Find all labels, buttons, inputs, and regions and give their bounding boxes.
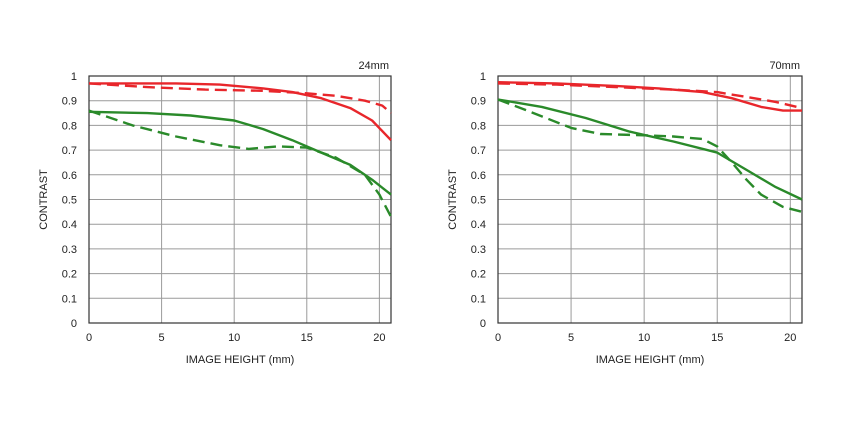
y-axis-title: CONTRAST bbox=[38, 169, 50, 230]
y-tick-label: 0.1 bbox=[62, 293, 77, 305]
y-tick-label: 0.2 bbox=[471, 269, 486, 281]
series-line-4 bbox=[88, 109, 393, 218]
y-tick-label: 0 bbox=[480, 318, 486, 330]
x-tick-label: 20 bbox=[373, 332, 385, 344]
y-tick-label: 0.5 bbox=[471, 195, 486, 207]
y-tick-label: 0.7 bbox=[471, 145, 486, 157]
x-tick-label: 15 bbox=[301, 332, 313, 344]
chart-label: 24mm bbox=[358, 60, 389, 72]
y-tick-label: 0.6 bbox=[62, 170, 77, 182]
y-tick-label: 1 bbox=[71, 71, 77, 83]
series-line-2 bbox=[88, 82, 392, 115]
y-tick-label: 1 bbox=[480, 71, 486, 83]
x-tick-label: 10 bbox=[638, 332, 650, 344]
x-tick-label: 5 bbox=[159, 332, 165, 344]
series-line-3 bbox=[497, 98, 803, 201]
x-tick-label: 0 bbox=[495, 332, 501, 344]
series-line-4 bbox=[497, 98, 803, 213]
y-tick-label: 0.8 bbox=[471, 120, 486, 132]
x-tick-label: 5 bbox=[568, 332, 574, 344]
y-axis-title: CONTRAST bbox=[447, 169, 459, 230]
series-line-3 bbox=[88, 110, 392, 196]
x-tick-label: 20 bbox=[784, 332, 796, 344]
y-tick-label: 0.9 bbox=[471, 96, 486, 108]
y-tick-label: 0.9 bbox=[62, 96, 77, 108]
y-tick-label: 0.1 bbox=[471, 293, 486, 305]
chart-label: 70mm bbox=[769, 60, 800, 72]
y-tick-label: 0.6 bbox=[471, 170, 486, 182]
series-line-2 bbox=[497, 82, 803, 110]
plot-frame bbox=[88, 75, 392, 324]
y-tick-label: 0.5 bbox=[62, 195, 77, 207]
y-tick-label: 0.4 bbox=[471, 219, 486, 231]
y-tick-label: 0.4 bbox=[62, 219, 77, 231]
x-axis-title: IMAGE HEIGHT (mm) bbox=[186, 354, 295, 366]
y-tick-label: 0.8 bbox=[62, 120, 77, 132]
y-tick-label: 0.3 bbox=[471, 244, 486, 256]
x-axis-title: IMAGE HEIGHT (mm) bbox=[596, 354, 705, 366]
y-tick-label: 0 bbox=[71, 318, 77, 330]
y-tick-label: 0.7 bbox=[62, 145, 77, 157]
chart-2: 00.10.20.30.40.50.60.70.80.910 5 10 15 2070m… bbox=[447, 60, 803, 366]
y-tick-label: 0.3 bbox=[62, 244, 77, 256]
y-tick-label: 0.2 bbox=[62, 269, 77, 281]
x-tick-label: 15 bbox=[711, 332, 723, 344]
chart-1: 00.10.20.30.40.50.60.70.80.910 5 10 15 2024m… bbox=[38, 60, 393, 366]
x-tick-label: 0 bbox=[86, 332, 92, 344]
series-line-1 bbox=[89, 82, 392, 142]
x-tick-label: 10 bbox=[228, 332, 240, 344]
